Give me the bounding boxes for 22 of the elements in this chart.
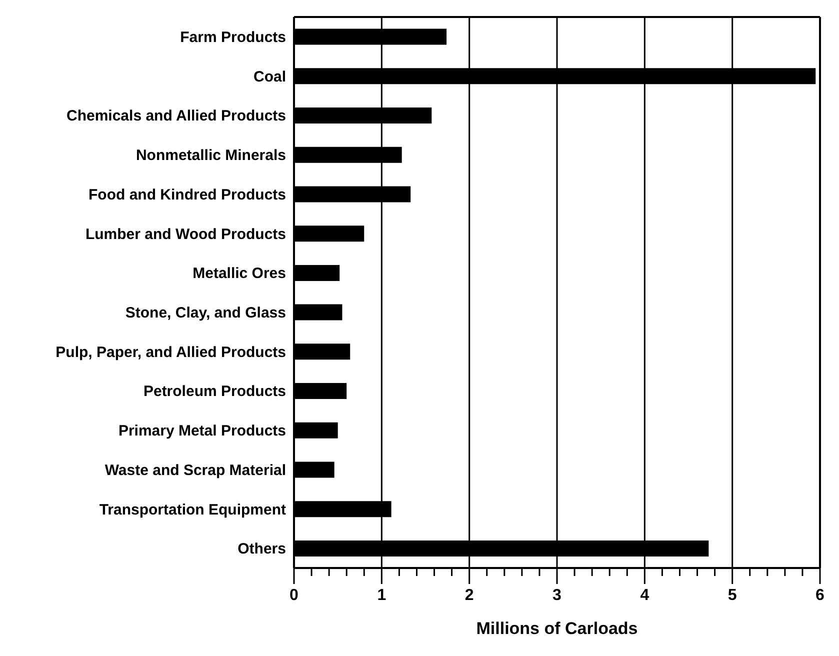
- x-tick-label: 1: [377, 587, 386, 604]
- y-tick-label: Transportation Equipment: [99, 501, 286, 518]
- y-tick-label: Primary Metal Products: [118, 422, 286, 440]
- y-tick-label: Farm Products: [180, 29, 286, 46]
- x-tick-label: 6: [816, 587, 825, 604]
- y-tick-label: Others: [238, 540, 286, 558]
- y-tick-label: Chemicals and Allied Products: [66, 108, 286, 125]
- x-tick-label: 5: [728, 587, 737, 604]
- y-tick-label: Metallic Ores: [192, 265, 286, 282]
- y-tick-label: Stone, Clay, and Glass: [125, 304, 286, 322]
- x-tick-label: 2: [464, 587, 474, 604]
- y-tick-label: Lumber and Wood Products: [85, 226, 286, 243]
- y-tick-label: Waste and Scrap Material: [104, 462, 286, 479]
- y-tick-label: Nonmetallic Minerals: [136, 147, 286, 164]
- x-tick-label: 4: [640, 587, 650, 604]
- x-axis-title: Millions of Carloads: [476, 619, 638, 638]
- x-tick-label: 3: [552, 587, 562, 604]
- y-tick-label: Pulp, Paper, and Allied Products: [56, 344, 286, 361]
- y-tick-label: Food and Kindred Products: [88, 186, 286, 204]
- x-tick-label: 0: [290, 587, 299, 604]
- y-tick-label: Petroleum Products: [143, 383, 286, 400]
- y-tick-label: Coal: [253, 68, 286, 86]
